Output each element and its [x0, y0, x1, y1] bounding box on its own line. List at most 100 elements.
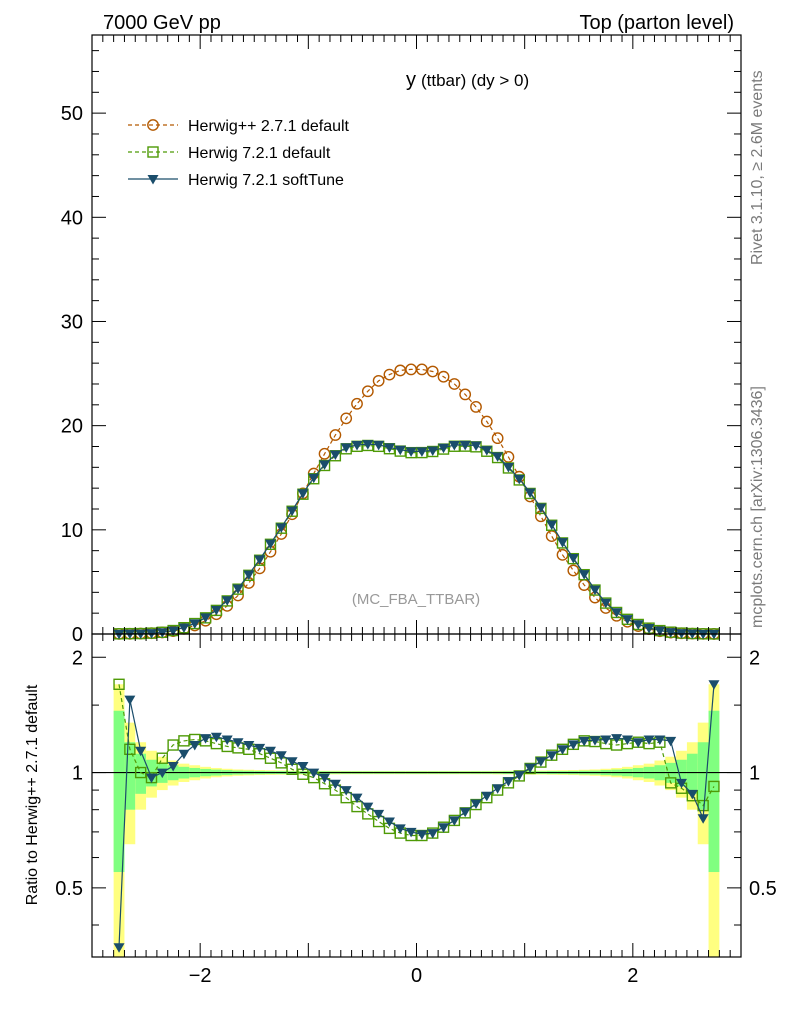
ratio-point-s0-39: [535, 756, 547, 768]
main-point-s2-43: [578, 570, 590, 580]
main-point-s2-41: [557, 538, 569, 548]
main-point-s1-18: [308, 473, 320, 485]
main-point-s2-31: [448, 441, 460, 451]
xtick-label: 0: [411, 965, 422, 987]
ratio-point-s1-13: [254, 743, 266, 754]
ratio-point-s1-43: [578, 736, 590, 747]
main-point-s2-33: [470, 441, 482, 451]
main-point-s0-20: [329, 429, 342, 441]
main-point-s0-23: [361, 385, 374, 398]
main-point-s0-22: [351, 397, 363, 410]
legend-marker: [147, 175, 159, 185]
ratio-point-s1-35: [492, 784, 504, 794]
ratio-point-s1-36: [502, 777, 514, 787]
main-point-s2-35: [492, 452, 504, 462]
ratio-point-s1-8: [200, 734, 212, 744]
ratio-point-s1-28: [416, 830, 428, 840]
main-point-s1-13: [253, 554, 266, 566]
legend-marker: [147, 119, 159, 131]
legend-label: Herwig 7.2.1 default: [188, 145, 331, 162]
main-point-s0-24: [372, 374, 385, 387]
main-ytick-label: 20: [61, 416, 83, 438]
main-point-s2-29: [427, 446, 439, 456]
ratio-ytick-label: 0.5: [55, 878, 83, 900]
ratio-point-s1-19: [319, 773, 331, 784]
ratio-ytick-label-right: 0.5: [749, 878, 777, 900]
ratio-point-s1-41: [557, 745, 569, 755]
legend-entry: Herwig++ 2.7.1 default: [128, 118, 350, 135]
ratio-point-s1-25: [383, 817, 395, 828]
main-point-s0-28: [416, 363, 428, 376]
ratio-point-s1-23: [362, 802, 374, 813]
ratio-point-s1-30: [438, 823, 450, 833]
main-point-s2-19: [319, 460, 331, 470]
ratio-frame: [91, 633, 742, 958]
main-point-s1-17: [297, 488, 309, 500]
ratio-series-layer: [113, 678, 720, 953]
ratio-point-s1-2: [135, 746, 147, 757]
ratio-panel: 0.5 0.5 1 1 2 2 −2 0 2 Ratio to Herwig++ 2.7.1 d…: [24, 633, 777, 998]
ratio-point-s1-3: [145, 773, 157, 784]
main-point-s2-15: [275, 523, 287, 533]
ratio-point-s1-48: [632, 738, 644, 748]
main-point-s2-14: [264, 539, 276, 550]
main-ytick-label: 10: [61, 520, 83, 542]
ratio-point-s1-15: [275, 751, 287, 761]
ratio-point-s1-53: [686, 789, 698, 800]
ratio-ytick-label: 2: [72, 647, 83, 669]
ratio-point-s0-5: [167, 739, 179, 751]
source-text: mcplots.cern.ch [arXiv:1306.3436]: [749, 386, 766, 628]
main-point-s2-28: [416, 447, 428, 457]
ratio-axes: 0.5 0.5 1 1 2 2 −2 0 2: [55, 633, 777, 998]
ratio-point-s1-29: [427, 829, 439, 839]
main-point-s1-11: [232, 583, 244, 595]
main-point-s2-45: [600, 598, 612, 609]
ratio-point-s1-12: [243, 741, 255, 751]
ratio-point-s1-11: [232, 738, 244, 748]
main-point-s1-12: [243, 569, 255, 581]
main-point-s2-12: [243, 570, 255, 581]
main-point-s2-47: [621, 615, 633, 625]
main-point-s2-42: [567, 553, 579, 564]
legend-label: Herwig 7.2.1 softTune: [188, 172, 344, 189]
ratio-point-s1-1: [124, 695, 136, 706]
main-point-s2-37: [513, 474, 525, 485]
main-point-s2-18: [308, 473, 320, 484]
legend: Herwig++ 2.7.1 default Herwig 7.2.1 defau…: [128, 118, 350, 189]
main-point-s0-25: [383, 368, 396, 381]
main-point-s1-38: [524, 487, 536, 500]
ratio-point-s1-21: [340, 786, 352, 796]
ratio-point-s1-24: [373, 809, 385, 820]
main-panel: 0 10 20 30 40 50 y (ttbar) (dy > 0) (MC_FBA_T…: [61, 34, 742, 646]
ratio-point-s1-40: [546, 751, 558, 761]
ratio-point-s1-14: [264, 746, 276, 757]
ratio-point-s1-7: [189, 741, 201, 751]
ratio-point-s1-39: [535, 757, 547, 767]
ratio-point-s1-34: [481, 791, 493, 802]
ratio-point-s0-55: [708, 780, 720, 793]
ratio-point-s0-0: [113, 678, 125, 690]
ratio-uncertainty-bands: [92, 684, 741, 957]
main-axes: 0 10 20 30 40 50: [61, 34, 742, 646]
ratio-point-s1-33: [470, 799, 482, 810]
ratio-point-s1-47: [621, 735, 633, 745]
main-point-s2-39: [535, 503, 547, 513]
main-point-s2-5: [167, 626, 179, 636]
main-point-s2-9: [210, 605, 222, 616]
ratio-point-s1-22: [351, 793, 363, 804]
ratio-band-inner: [124, 742, 136, 810]
analysis-watermark: (MC_FBA_TTBAR): [352, 591, 480, 608]
main-point-s1-43: [578, 568, 590, 581]
main-point-s2-51: [665, 628, 677, 638]
ratio-point-s1-37: [513, 771, 525, 781]
main-point-s2-13: [254, 555, 266, 565]
main-point-s0-35: [491, 432, 504, 445]
main-point-s2-4: [156, 628, 168, 638]
main-point-s2-46: [611, 608, 623, 618]
xtick-label: 2: [627, 965, 638, 987]
ratio-point-s1-51: [665, 736, 677, 747]
xtick-label: −2: [189, 965, 212, 987]
main-point-s2-48: [632, 620, 644, 630]
main-point-s2-6: [178, 623, 190, 634]
